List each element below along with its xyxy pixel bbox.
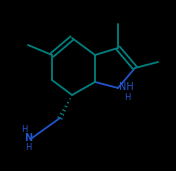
Text: NH: NH [119, 82, 134, 92]
Text: H: H [21, 124, 27, 134]
Text: H: H [124, 93, 130, 102]
Text: N: N [24, 133, 32, 143]
Text: H: H [25, 143, 31, 153]
